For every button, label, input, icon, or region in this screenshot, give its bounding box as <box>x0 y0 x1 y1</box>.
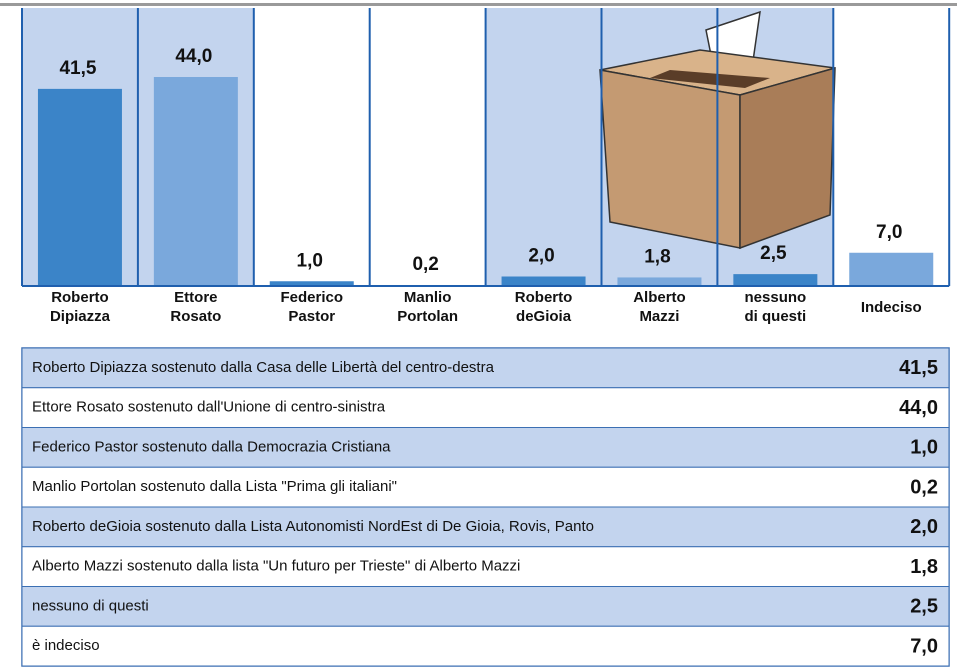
table-row <box>22 587 949 627</box>
x-tick-label: Rosato <box>170 308 221 325</box>
bar <box>849 253 933 286</box>
row-value: 0,2 <box>910 476 938 498</box>
row-label: Manlio Portolan sostenuto dalla Lista "P… <box>32 478 397 495</box>
row-value: 2,0 <box>910 516 938 538</box>
x-tick-label: Ettore <box>174 289 217 306</box>
top-rule <box>0 3 957 6</box>
row-value: 41,5 <box>899 357 938 379</box>
bar <box>617 277 701 286</box>
x-tick-label: Roberto <box>515 289 573 306</box>
x-tick-label: Alberto <box>633 289 686 306</box>
value-label: 1,0 <box>297 250 323 271</box>
table-row <box>22 626 949 666</box>
x-tick-label: Roberto <box>51 289 109 306</box>
chart: 41,5 Roberto Dipiazza 44,0 Ettore Rosato 1,0 Fe… <box>0 0 957 671</box>
value-label: 44,0 <box>175 46 212 67</box>
row-label: nessuno di questi <box>32 597 149 614</box>
value-label: 1,8 <box>644 246 670 267</box>
row-value: 1,8 <box>910 556 938 578</box>
row-label: Roberto Dipiazza sostenuto dalla Casa de… <box>32 359 495 376</box>
bar <box>38 89 122 286</box>
row-value: 2,5 <box>910 596 938 618</box>
x-tick-label: di questi <box>745 308 807 325</box>
value-label: 2,0 <box>528 246 554 267</box>
x-tick-label: Dipiazza <box>50 308 111 325</box>
x-tick-label: Manlio <box>404 289 452 306</box>
row-label: è indeciso <box>32 637 100 654</box>
x-tick-label: deGioia <box>516 308 572 325</box>
bar <box>502 277 586 287</box>
value-label: 41,5 <box>59 58 96 79</box>
x-tick-label: Pastor <box>288 308 335 325</box>
x-tick-label: Federico <box>280 289 343 306</box>
bar <box>733 274 817 286</box>
row-value: 7,0 <box>910 635 938 657</box>
x-tick-label: Mazzi <box>639 308 679 325</box>
row-label: Ettore Rosato sostenuto dall'Unione di c… <box>32 399 386 416</box>
value-label: 2,5 <box>760 243 787 264</box>
row-label: Roberto deGioia sostenuto dalla Lista Au… <box>32 518 594 535</box>
row-value: 44,0 <box>899 397 938 419</box>
value-label: 7,0 <box>876 222 902 243</box>
value-label: 0,2 <box>412 254 438 275</box>
bar <box>154 77 238 286</box>
page: 41,5 Roberto Dipiazza 44,0 Ettore Rosato 1,0 Fe… <box>0 0 957 671</box>
x-tick-label: nessuno <box>745 289 807 306</box>
row-label: Alberto Mazzi sostenuto dalla lista "Un … <box>32 558 520 575</box>
x-tick-label: Indeciso <box>861 299 922 316</box>
x-tick-label: Portolan <box>397 308 458 325</box>
row-value: 1,0 <box>910 437 938 459</box>
row-label: Federico Pastor sostenuto dalla Democraz… <box>32 438 391 455</box>
